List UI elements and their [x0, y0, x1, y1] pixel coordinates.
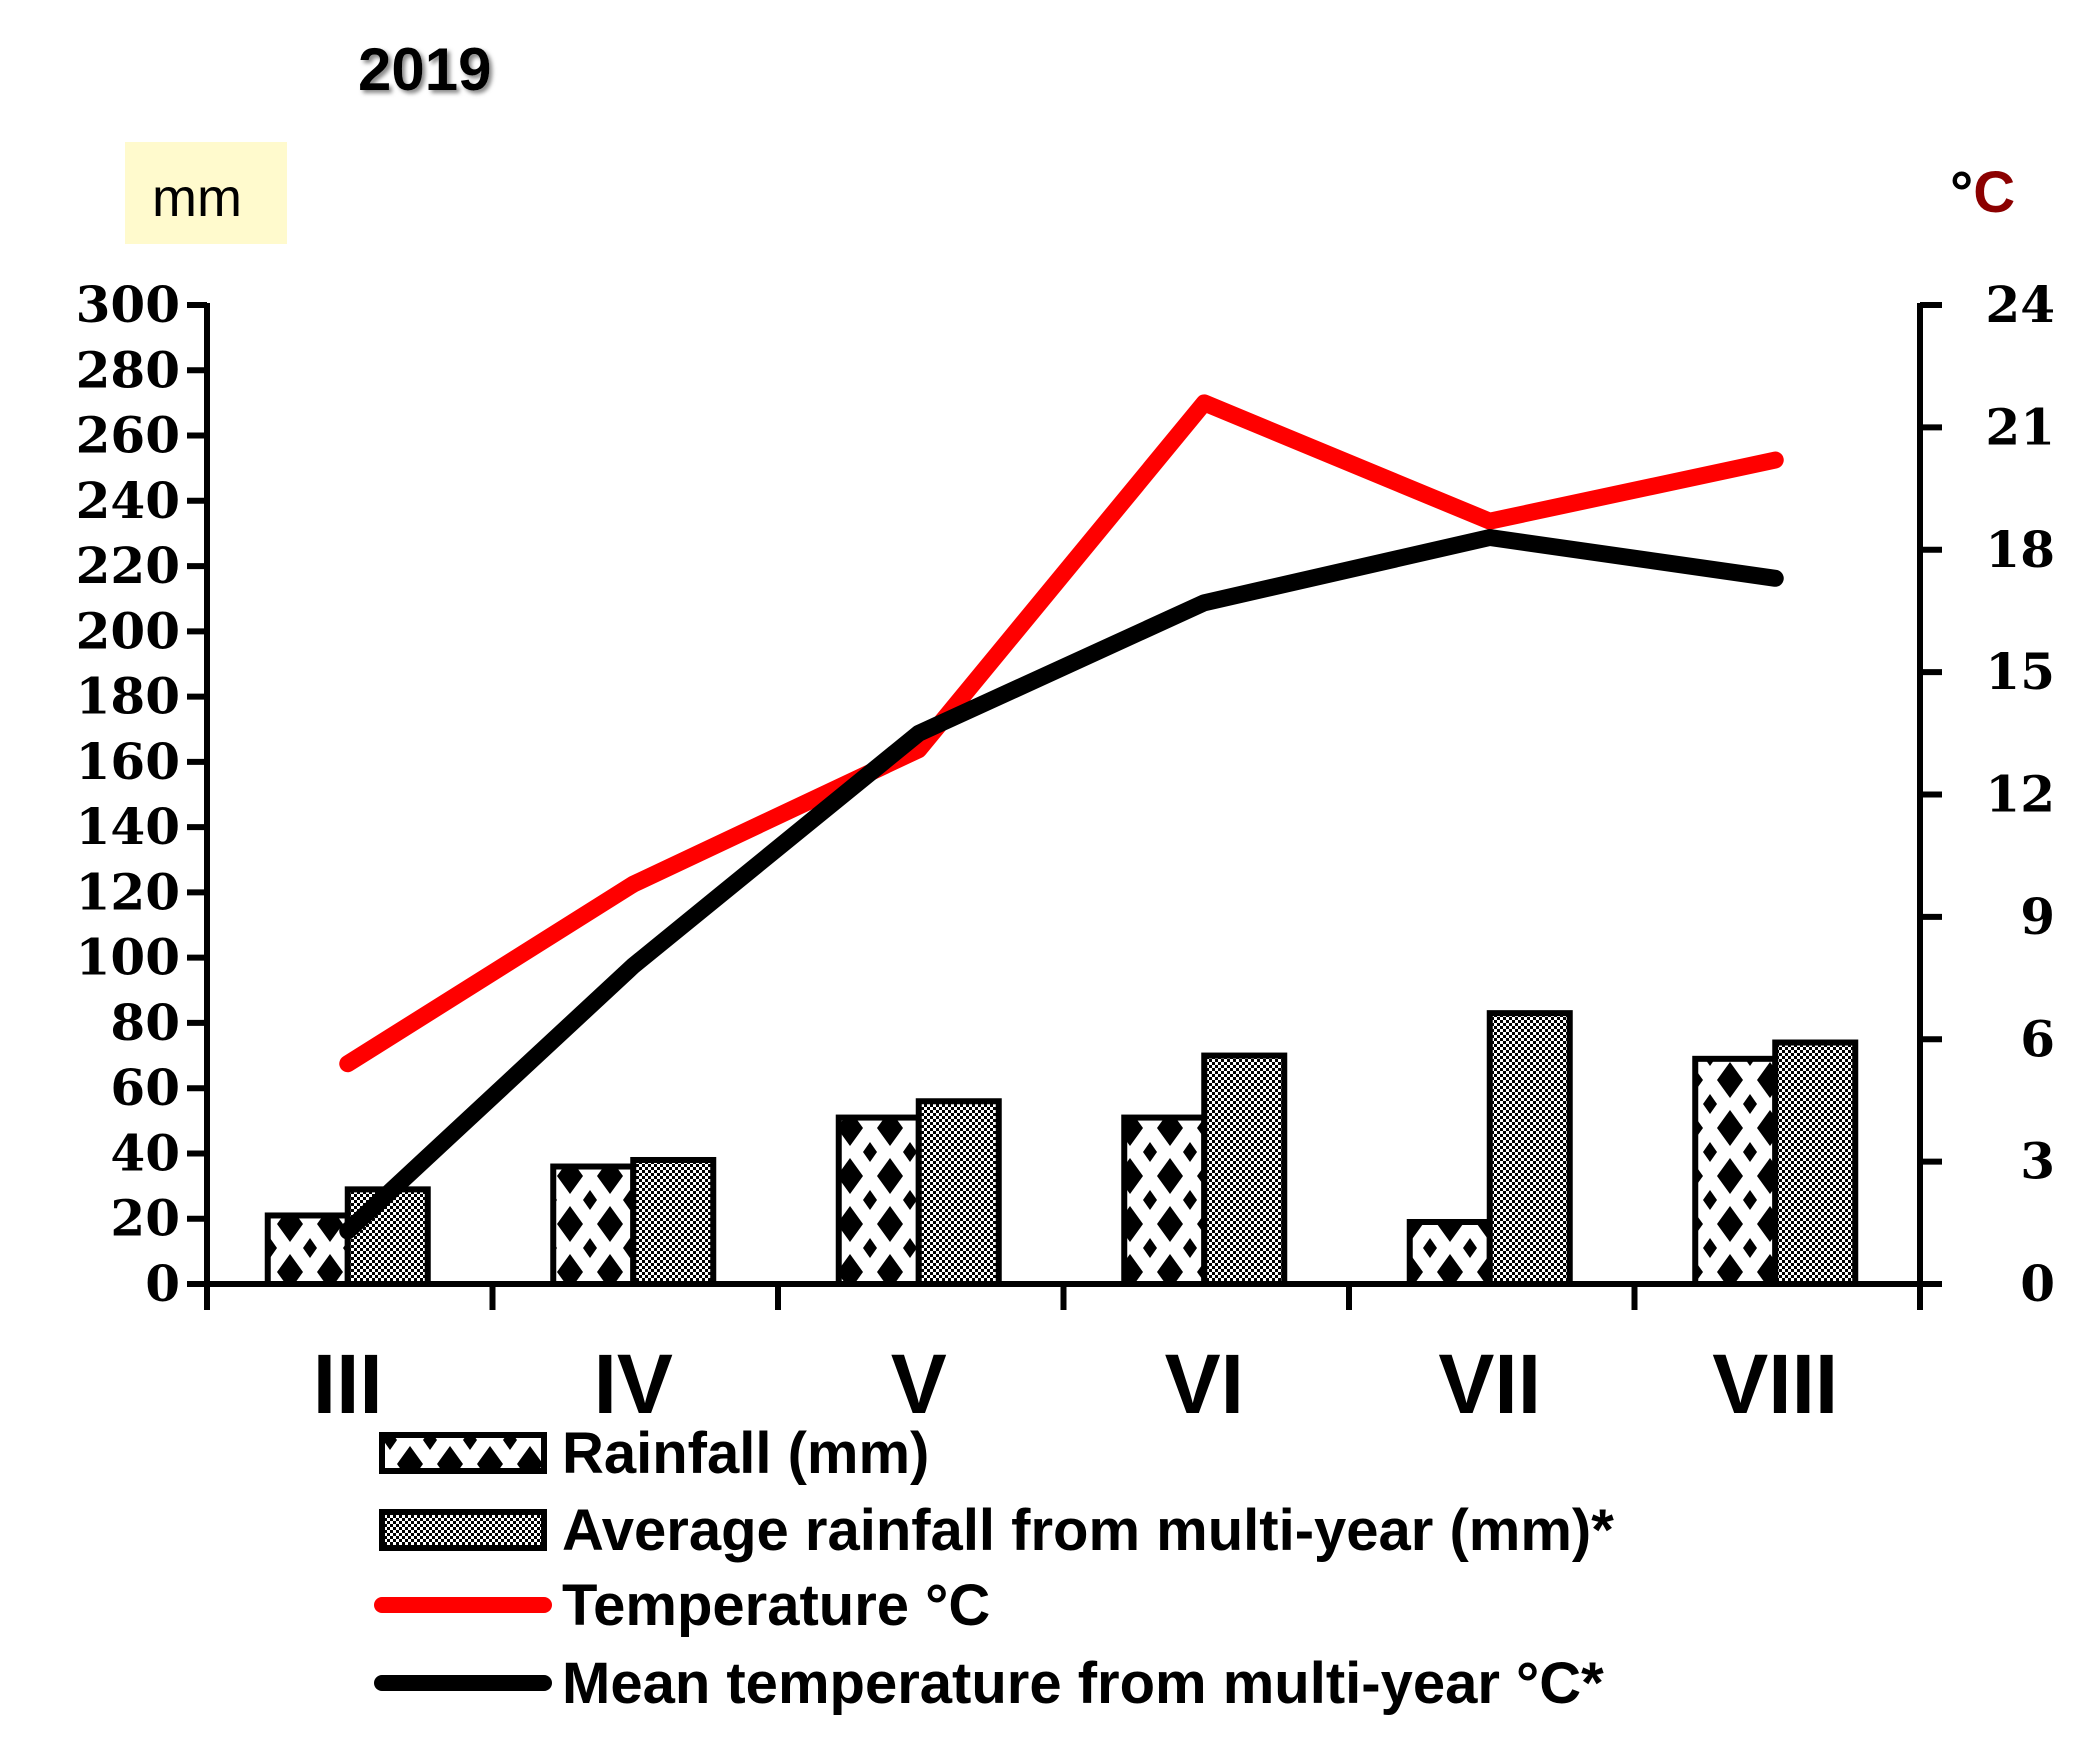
category-label: VIII	[1712, 1337, 1838, 1431]
left-tick-label: 60	[110, 1058, 180, 1117]
left-tick-label: 100	[76, 928, 180, 987]
right-tick-label: 12	[1985, 765, 2055, 824]
chart-title: 2019	[358, 36, 491, 103]
right-axis-unit: °C	[1950, 160, 2015, 225]
legend-label-mean-temperature: Mean temperature from multi-year °C*	[562, 1651, 1604, 1716]
legend-label-rainfall: Rainfall (mm)	[562, 1421, 929, 1486]
line-mean-temperature	[339, 529, 1784, 1240]
left-tick-label: 160	[76, 732, 180, 791]
bar-average-rainfall	[1201, 1052, 1288, 1287]
bar-average-rainfall	[1772, 1039, 1859, 1287]
legend-swatch-average-rainfall	[379, 1509, 547, 1551]
left-unit-box	[125, 142, 287, 244]
left-tick-label: 180	[76, 667, 180, 726]
bars	[264, 1010, 1859, 1288]
bar-rainfall	[1692, 1055, 1779, 1287]
category-label: VI	[1165, 1337, 1244, 1431]
bar-rainfall	[1121, 1114, 1208, 1287]
left-tick-label: 260	[76, 406, 180, 465]
right-axis-ticks: 0 3 6 9 12 15 18 21 24	[1920, 275, 2055, 1313]
legend-swatch-rainfall	[379, 1432, 547, 1474]
category-label: III	[313, 1337, 383, 1431]
left-tick-label: 80	[110, 993, 180, 1052]
category-label: V	[891, 1337, 947, 1431]
line-temperature	[339, 394, 1784, 1073]
bar-rainfall	[264, 1212, 351, 1287]
right-tick-label: 24	[1985, 275, 2055, 334]
left-tick-label: 220	[76, 536, 180, 595]
bar-rainfall	[550, 1163, 637, 1288]
left-tick-label: 120	[76, 862, 180, 921]
left-tick-label: 280	[76, 340, 180, 399]
right-tick-label: 15	[1985, 642, 2055, 701]
right-tick-label: 6	[2020, 1009, 2055, 1068]
bar-rainfall	[835, 1114, 922, 1287]
bar-average-rainfall	[630, 1156, 717, 1287]
right-tick-label: 21	[1985, 397, 2055, 456]
category-labels: III IV V VI VII VIII	[313, 1337, 1839, 1431]
left-tick-label: 40	[110, 1123, 180, 1182]
right-tick-label: 9	[2020, 887, 2055, 946]
right-tick-label: 18	[1985, 520, 2055, 579]
legend-label-average-rainfall: Average rainfall from multi-year (mm)*	[562, 1498, 1614, 1563]
bar-rainfall	[1406, 1218, 1493, 1288]
left-tick-label: 200	[76, 601, 180, 660]
category-label: VII	[1438, 1337, 1541, 1431]
left-tick-label: 0	[145, 1254, 180, 1313]
bar-average-rainfall	[915, 1098, 1002, 1287]
category-label: IV	[594, 1337, 673, 1431]
left-tick-label: 300	[76, 275, 180, 334]
legend: Rainfall (mm) Average rainfall from mult…	[374, 1421, 1614, 1716]
axes	[204, 303, 1923, 1310]
left-axis-unit: mm	[152, 168, 242, 228]
right-tick-label: 0	[2020, 1254, 2055, 1313]
left-tick-label: 240	[76, 471, 180, 530]
left-axis-ticks: 0 20 40 60 80 100 120 140 160 180 200 220 240 260 280 3…	[76, 275, 207, 1313]
legend-label-temperature: Temperature °C	[562, 1573, 990, 1638]
left-tick-label: 140	[76, 797, 180, 856]
bar-average-rainfall	[1486, 1010, 1573, 1287]
right-tick-label: 3	[2020, 1132, 2055, 1191]
left-tick-label: 20	[110, 1189, 180, 1248]
lines	[339, 394, 1784, 1240]
